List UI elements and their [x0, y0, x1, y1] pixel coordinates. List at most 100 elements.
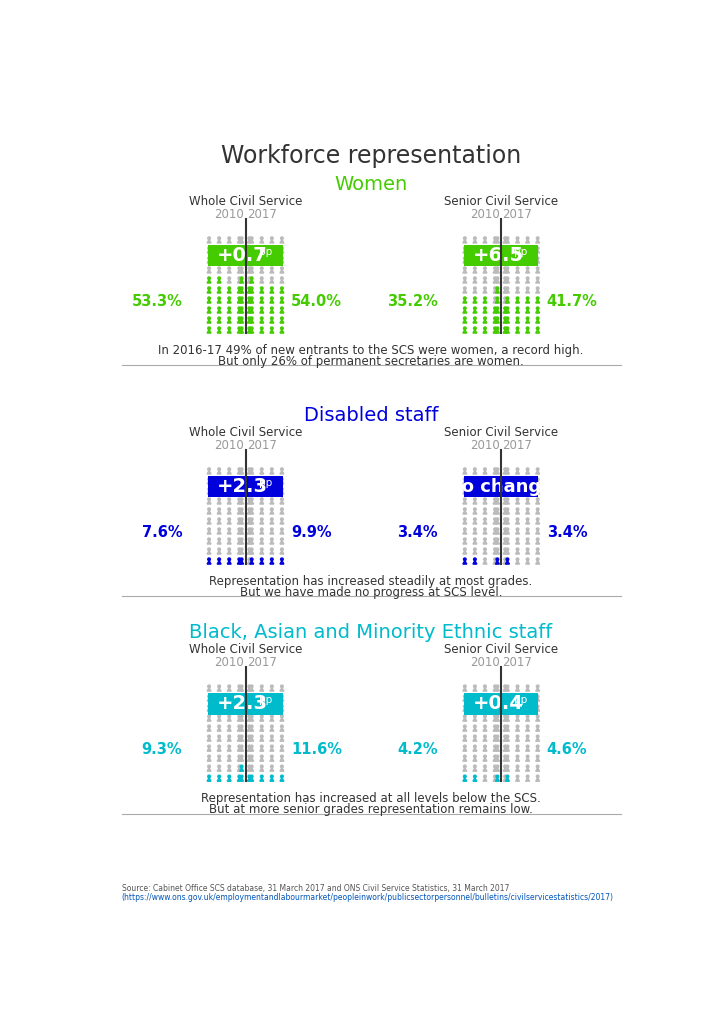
Polygon shape [260, 768, 264, 771]
Circle shape [504, 558, 507, 560]
Circle shape [248, 498, 251, 501]
Polygon shape [493, 319, 497, 324]
Circle shape [536, 518, 539, 520]
Polygon shape [536, 510, 539, 514]
Polygon shape [526, 280, 529, 283]
Polygon shape [248, 530, 251, 535]
Circle shape [218, 775, 221, 778]
Polygon shape [526, 269, 529, 273]
Circle shape [526, 317, 529, 319]
Circle shape [218, 706, 221, 708]
Text: 2017: 2017 [502, 208, 532, 221]
Circle shape [516, 468, 519, 471]
Polygon shape [250, 240, 253, 243]
Polygon shape [505, 470, 510, 474]
Circle shape [494, 257, 497, 259]
Polygon shape [260, 530, 264, 535]
Circle shape [526, 528, 529, 530]
Circle shape [208, 548, 211, 551]
Polygon shape [237, 299, 241, 303]
Polygon shape [217, 470, 221, 474]
Circle shape [504, 287, 507, 290]
Circle shape [240, 558, 243, 560]
Polygon shape [495, 697, 500, 701]
Circle shape [240, 695, 243, 697]
Circle shape [473, 765, 476, 768]
Circle shape [251, 307, 253, 309]
Circle shape [261, 508, 263, 511]
Polygon shape [505, 697, 510, 701]
Polygon shape [473, 718, 477, 721]
Circle shape [261, 695, 263, 697]
Circle shape [248, 725, 251, 728]
Polygon shape [260, 728, 264, 731]
Circle shape [251, 548, 253, 551]
Polygon shape [240, 490, 243, 494]
Polygon shape [240, 259, 243, 263]
Polygon shape [207, 299, 211, 303]
Polygon shape [473, 280, 477, 283]
Text: +2.3: +2.3 [217, 477, 268, 496]
Circle shape [526, 775, 529, 778]
Polygon shape [473, 530, 477, 535]
Polygon shape [227, 560, 231, 564]
Circle shape [504, 745, 507, 748]
Polygon shape [495, 490, 500, 494]
Circle shape [240, 685, 243, 688]
Circle shape [261, 267, 263, 269]
Polygon shape [495, 299, 500, 303]
Polygon shape [260, 737, 264, 741]
Polygon shape [526, 737, 529, 741]
Circle shape [261, 706, 263, 708]
Text: 53.3%: 53.3% [132, 294, 182, 308]
Circle shape [494, 468, 497, 471]
Polygon shape [250, 330, 253, 333]
Circle shape [281, 508, 283, 511]
Polygon shape [248, 697, 251, 701]
Polygon shape [237, 290, 241, 293]
Polygon shape [248, 280, 251, 283]
Polygon shape [248, 470, 251, 474]
Circle shape [473, 267, 476, 269]
Circle shape [496, 468, 499, 471]
Circle shape [240, 715, 243, 718]
Polygon shape [463, 250, 467, 253]
Circle shape [271, 745, 273, 748]
Circle shape [463, 755, 466, 758]
Circle shape [504, 267, 507, 269]
Polygon shape [280, 269, 284, 273]
Circle shape [281, 765, 283, 768]
Polygon shape [515, 309, 520, 313]
Circle shape [271, 487, 273, 490]
Circle shape [218, 528, 221, 530]
Polygon shape [270, 290, 274, 293]
Circle shape [238, 257, 240, 259]
Polygon shape [526, 777, 529, 781]
Polygon shape [250, 290, 253, 293]
Polygon shape [250, 777, 253, 781]
Polygon shape [526, 718, 529, 721]
Polygon shape [526, 309, 529, 313]
Circle shape [281, 735, 283, 737]
Polygon shape [495, 748, 500, 752]
Polygon shape [526, 319, 529, 324]
Circle shape [536, 307, 539, 309]
Circle shape [463, 706, 466, 708]
Polygon shape [260, 269, 264, 273]
Circle shape [536, 735, 539, 737]
Circle shape [504, 487, 507, 490]
Polygon shape [515, 250, 520, 253]
Polygon shape [473, 490, 477, 494]
Circle shape [248, 685, 251, 688]
Circle shape [496, 775, 499, 778]
Polygon shape [483, 330, 487, 333]
Polygon shape [495, 758, 500, 761]
Polygon shape [515, 490, 520, 494]
Circle shape [228, 267, 230, 269]
Polygon shape [237, 728, 241, 731]
Circle shape [496, 257, 499, 259]
Polygon shape [217, 687, 221, 691]
Polygon shape [248, 490, 251, 494]
Polygon shape [483, 697, 487, 701]
Circle shape [238, 548, 240, 551]
